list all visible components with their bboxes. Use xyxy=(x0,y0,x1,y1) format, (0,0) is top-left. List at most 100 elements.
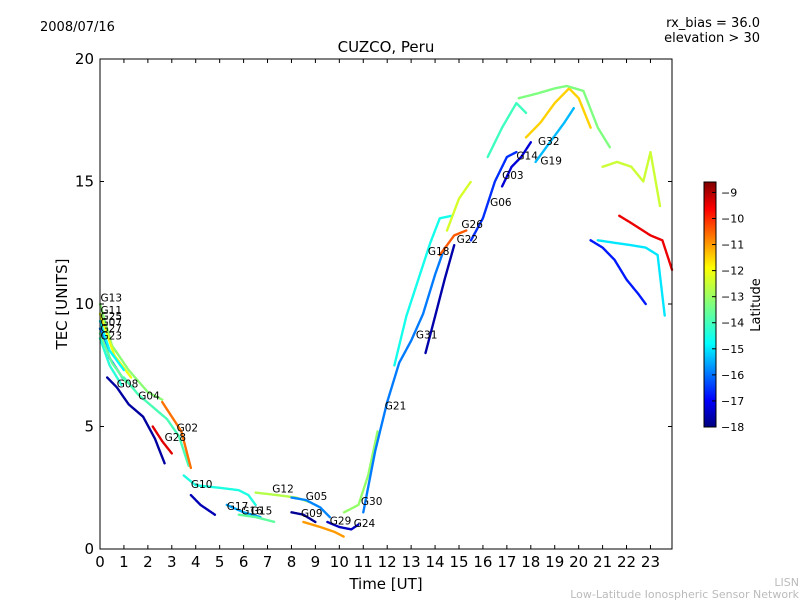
series-line-G34 xyxy=(601,150,662,208)
elevation-label: elevation > 30 xyxy=(664,31,760,46)
footer-lisn: LISN xyxy=(774,576,799,589)
satellite-label-G03: G03 xyxy=(502,170,523,182)
date-label: 2008/07/16 xyxy=(40,20,115,35)
rx-bias-label: rx_bias = 36.0 xyxy=(666,16,760,31)
x-tick-label: 11 xyxy=(354,553,373,571)
plot-frame xyxy=(99,58,673,550)
satellite-label-G11: G11 xyxy=(101,305,123,317)
series-line-G10 xyxy=(182,474,257,507)
series-line-G01 xyxy=(517,84,611,149)
series-G33 xyxy=(596,239,666,318)
satellite-label-G21: G21 xyxy=(385,400,407,412)
colorbar-tick-label: −16 xyxy=(721,369,744,382)
colorbar-tick-label: −13 xyxy=(721,291,744,304)
satellite-label-G15: G15 xyxy=(251,506,272,518)
x-tick-label: 13 xyxy=(402,553,421,571)
series-line-G02 xyxy=(160,400,193,470)
satellite-label-G30: G30 xyxy=(361,496,383,508)
colorbar: −9 −10 −11 −12 −13 −14 −15 −16 −17 −18 Latitude xyxy=(703,181,764,434)
x-tick-label: 14 xyxy=(426,553,445,571)
x-tick-label: 10 xyxy=(330,553,349,571)
series-line-G32 xyxy=(524,87,592,139)
series-line-G17 xyxy=(189,493,217,516)
satellite-label-G25: G25 xyxy=(101,311,123,323)
satellite-label-G19: G19 xyxy=(540,155,562,167)
colorbar-tick-label: −15 xyxy=(721,343,744,356)
satellite-label-G26: G26 xyxy=(461,219,483,231)
x-tick-label: 4 xyxy=(191,553,201,571)
series-G04 xyxy=(122,376,190,467)
x-tick-label: 12 xyxy=(378,553,397,571)
satellite-label-G05: G05 xyxy=(306,491,328,503)
series-line-G15 xyxy=(237,513,276,524)
satellite-label-G02: G02 xyxy=(177,422,199,434)
colorbar-tick-label: −11 xyxy=(721,239,744,252)
satellite-label-G13: G13 xyxy=(101,293,123,305)
satellite-label-G10: G10 xyxy=(191,479,213,491)
series-G26 xyxy=(445,180,473,232)
satellite-label-G23: G23 xyxy=(101,331,123,343)
colorbar-tick-label: −9 xyxy=(721,186,737,199)
satellite-label-G16: G16 xyxy=(241,506,263,518)
series-line-G28 xyxy=(151,425,174,455)
series-line-G30 xyxy=(342,430,379,514)
satellite-label-G08: G08 xyxy=(117,378,139,390)
series-line-G33 xyxy=(596,239,666,318)
series-line-G14 xyxy=(486,101,528,159)
colorbar-tick-label: −18 xyxy=(721,421,744,434)
x-axis-label: Time [UT] xyxy=(348,575,422,593)
satellite-label-G14: G14 xyxy=(516,150,538,162)
series-line-G06 xyxy=(469,150,518,242)
x-tick-label: 23 xyxy=(641,553,660,571)
colorbar-tick-label: −10 xyxy=(721,212,744,225)
series-line-G19 xyxy=(534,106,576,164)
x-tick-label: 3 xyxy=(167,553,177,571)
series-G27 xyxy=(98,332,128,384)
series-G23 xyxy=(98,337,123,387)
series-G25 xyxy=(98,319,126,372)
x-tick-label: 16 xyxy=(473,553,492,571)
series-line-G04 xyxy=(122,376,190,467)
series-G08 xyxy=(105,376,166,465)
series-G17 xyxy=(189,493,217,516)
series-line-G21 xyxy=(362,246,446,514)
x-tick-label: 1 xyxy=(119,553,129,571)
y-tick-label: 15 xyxy=(75,173,94,191)
series-G21 xyxy=(362,246,446,514)
y-axis-label: TEC [UNITS] xyxy=(53,259,71,351)
y-tick-label: 0 xyxy=(84,540,94,558)
series-line-G22 xyxy=(438,229,468,257)
series-G31 xyxy=(424,243,456,355)
satellite-label-G31: G31 xyxy=(416,329,438,341)
satellite-label-G27: G27 xyxy=(101,323,123,335)
series-G05 xyxy=(290,496,331,519)
y-tick-label: 20 xyxy=(75,50,94,68)
series-G15 xyxy=(237,513,276,524)
series-G19 xyxy=(534,106,576,164)
series-G35 xyxy=(618,214,674,271)
series-G13 xyxy=(98,302,164,401)
x-tick-label: 20 xyxy=(569,553,588,571)
x-tick-label: 8 xyxy=(287,553,297,571)
series-G14 xyxy=(486,101,528,159)
satellite-label-G29: G29 xyxy=(330,516,352,528)
satellite-label-G28: G28 xyxy=(165,432,187,444)
satellite-label-G07: G07 xyxy=(101,317,123,329)
series-G32 xyxy=(524,87,592,139)
x-tick-label: 18 xyxy=(521,553,540,571)
series-G29 xyxy=(302,520,346,538)
satellite-label-G18: G18 xyxy=(428,246,450,258)
series-G01 xyxy=(517,84,611,149)
satellite-label-G32: G32 xyxy=(538,136,560,148)
satellite-label-G09: G09 xyxy=(301,508,323,520)
x-tick-label: 17 xyxy=(497,553,516,571)
series-G06 xyxy=(469,150,518,242)
series-line-G24 xyxy=(326,520,360,531)
series-G18 xyxy=(393,214,453,367)
x-tick-label: 9 xyxy=(311,553,321,571)
series-line-G08 xyxy=(105,376,166,465)
series-G10 xyxy=(182,474,257,507)
series-G30 xyxy=(342,430,379,514)
series-G16 xyxy=(225,503,262,519)
